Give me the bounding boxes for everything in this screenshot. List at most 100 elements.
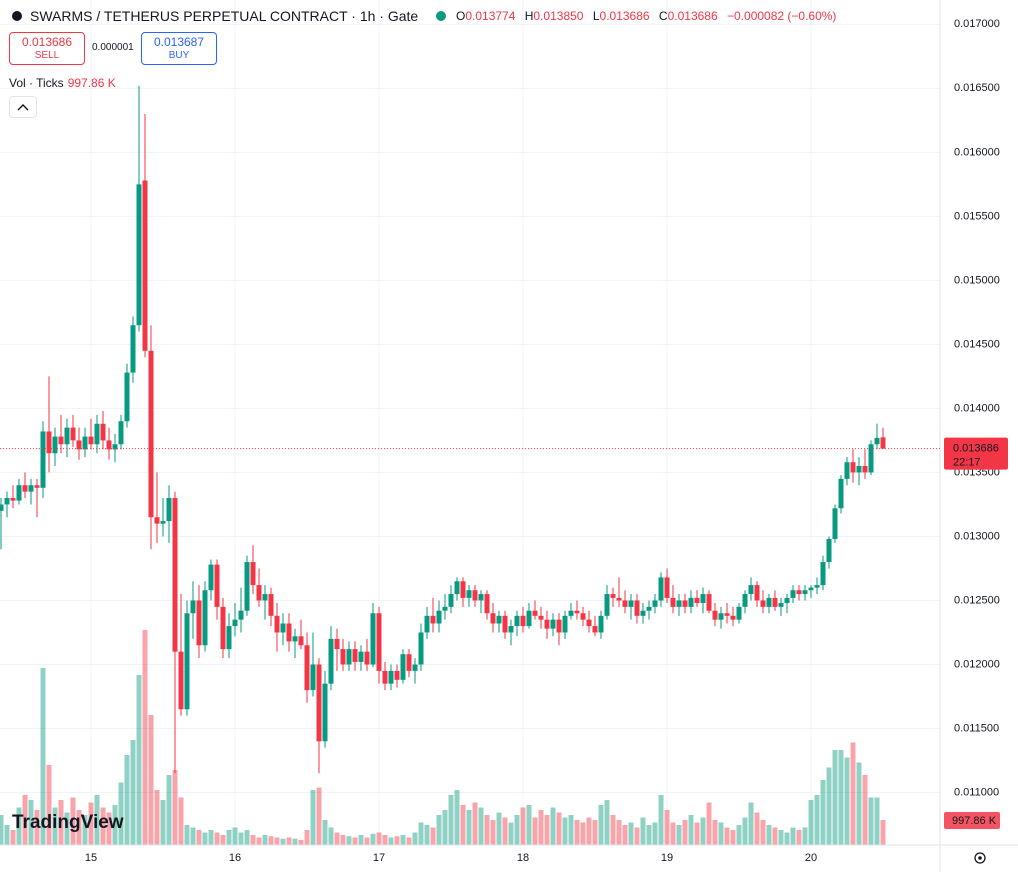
volume-bar: [448, 795, 454, 845]
volume-bar: [388, 837, 394, 845]
candle-body: [880, 437, 886, 449]
volume-bar: [688, 815, 694, 845]
volume-bar: [352, 837, 358, 845]
volume-bar: [718, 822, 724, 845]
volume-legend: Vol · Ticks 997.86 K: [9, 76, 116, 90]
candle-body: [706, 594, 712, 611]
volume-bar: [358, 835, 364, 845]
volume-bar: [244, 830, 250, 845]
candle-body: [688, 597, 694, 607]
volume-bar: [10, 830, 16, 845]
candle-body: [790, 590, 796, 598]
volume-bar: [706, 802, 712, 845]
volume-bar: [826, 767, 832, 845]
brand-logo: TradingView: [12, 812, 124, 833]
y-tick-label: 0.013000: [954, 530, 1000, 542]
candle-body: [34, 485, 40, 488]
candle-body: [466, 590, 472, 598]
candle-body: [754, 585, 760, 601]
volume-bar: [760, 820, 766, 845]
y-tick-label: 0.017000: [954, 18, 1000, 30]
candle-body: [508, 626, 514, 633]
y-tick-label: 0.016000: [954, 146, 1000, 158]
candle-body: [40, 431, 46, 488]
spread: 0.000001: [92, 42, 134, 53]
candle-body: [10, 498, 16, 501]
candle-body: [514, 615, 520, 627]
volume-tag-label: 997.86 K: [952, 815, 997, 827]
candle-body: [106, 440, 112, 450]
candle-body: [766, 597, 772, 607]
volume-bar: [652, 822, 658, 845]
candle-body: [580, 613, 586, 620]
volume-bar: [88, 802, 94, 845]
candle-body: [400, 654, 406, 680]
volume-bar: [208, 830, 214, 845]
legend-label: L: [592, 9, 600, 23]
volume-bar: [766, 825, 772, 845]
volume-bar: [856, 762, 862, 845]
volume-bar: [82, 815, 88, 845]
volume-bar: [274, 837, 280, 845]
candle-body: [226, 626, 232, 650]
collapse-button[interactable]: [9, 96, 37, 118]
volume-bar: [70, 797, 76, 845]
candle-body: [814, 585, 820, 588]
candle-body: [172, 498, 178, 652]
volume-bar: [424, 825, 430, 845]
volume-bar: [220, 835, 226, 845]
volume-bar: [190, 827, 196, 845]
candle-body: [58, 436, 64, 445]
volume-bar: [514, 815, 520, 845]
candle-body: [154, 517, 160, 524]
legend-change: −0.000082 (−0.60%): [727, 9, 837, 23]
volume-bar: [40, 668, 46, 845]
volume-bar: [346, 836, 352, 845]
volume-bar: [160, 800, 166, 845]
buy-button[interactable]: 0.013687 BUY: [141, 32, 217, 65]
sell-button[interactable]: 0.013686 SELL: [9, 32, 85, 65]
candle-body: [124, 372, 130, 422]
volume-bar: [502, 817, 508, 845]
candle-body: [64, 427, 70, 445]
y-tick-label: 0.014500: [954, 338, 1000, 350]
candle-body: [346, 649, 352, 665]
candle-body: [52, 436, 58, 454]
candle-body: [160, 521, 166, 524]
volume-bar: [820, 780, 826, 845]
candle-body: [4, 498, 10, 505]
candle-body: [622, 600, 628, 607]
countdown-label: 22:17: [953, 457, 981, 469]
volume-bar: [598, 805, 604, 845]
candle-body: [202, 590, 208, 646]
candle-body: [646, 606, 652, 611]
candle-body: [388, 670, 394, 684]
candle-body: [190, 600, 196, 614]
market-status: [436, 11, 446, 21]
volume-bar: [610, 815, 616, 845]
candle-body: [148, 350, 154, 518]
volume-bar: [844, 757, 850, 845]
candle-body: [112, 444, 118, 450]
volume-bar: [538, 810, 544, 845]
candle-body: [448, 594, 454, 607]
candle-body: [820, 562, 826, 586]
candle-body: [46, 431, 52, 454]
volume-bar: [136, 675, 142, 845]
candle-body: [484, 594, 490, 614]
candle-body: [208, 564, 214, 591]
legend-label: O: [456, 9, 466, 23]
volume-bar: [832, 750, 838, 845]
volume-bar: [64, 812, 70, 845]
volume-bar: [202, 832, 208, 845]
volume-bar: [568, 815, 574, 845]
volume-bar: [394, 836, 400, 845]
settings-icon[interactable]: [974, 852, 986, 864]
candle-body: [454, 581, 460, 595]
candle-body: [340, 649, 346, 665]
candle-body: [844, 462, 850, 479]
volume-bar: [178, 797, 184, 845]
candle-body: [598, 615, 604, 633]
